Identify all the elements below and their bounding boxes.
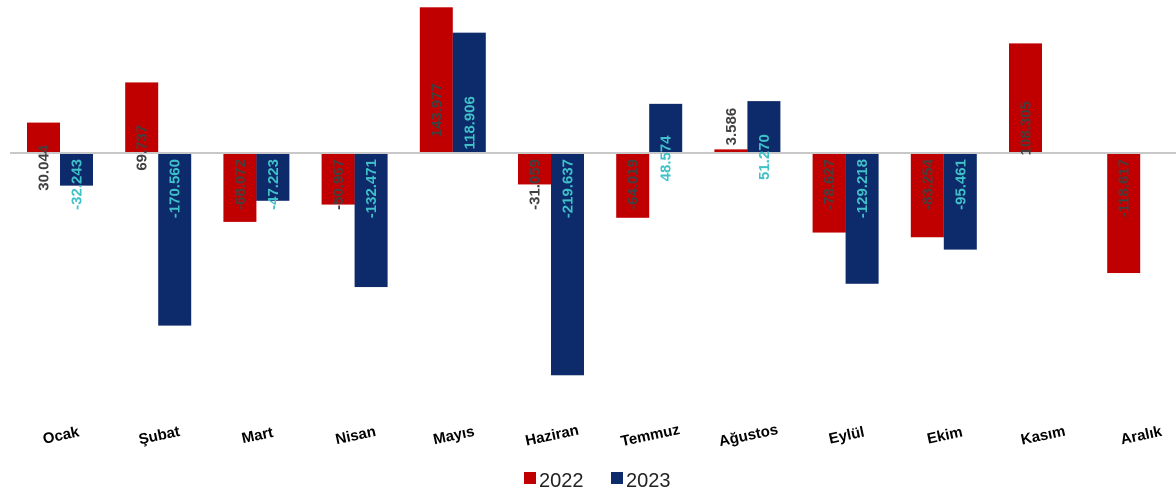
category-label-aral-k: Aralık <box>1119 423 1164 448</box>
data-label-2022-aral-k: -118.617 <box>1116 159 1133 217</box>
data-label-2023-mart: -47.223 <box>265 159 282 210</box>
category-label-temmuz: Temmuz <box>619 421 681 450</box>
bar-2023-may-s <box>452 32 486 153</box>
bar-2023-temmuz <box>649 103 683 153</box>
bar-2022-may-s <box>419 7 453 154</box>
data-label-2022-a-ustos: 3.586 <box>723 108 740 146</box>
data-label-2022-mart: -68.072 <box>232 159 249 210</box>
bar-2022-mart <box>223 153 257 222</box>
bar-2022-eyl-l <box>812 153 846 233</box>
bar-2022--ubat <box>125 82 159 153</box>
legend: 2022 2023 <box>524 470 671 491</box>
bar-2022-kas-m <box>1009 43 1042 153</box>
bar-2022-a-ustos <box>714 149 748 153</box>
category-label-nisan: Nisan <box>334 423 378 448</box>
category-label-may-s: Mayıs <box>432 423 476 448</box>
data-label-2022--ubat: 69.737 <box>134 125 151 171</box>
data-label-2023-temmuz: 48.574 <box>658 135 675 182</box>
data-label-2022-haziran: -31.059 <box>527 159 544 210</box>
category-label-haziran: Haziran <box>524 422 581 450</box>
data-labels-layer: 30.044 -32.243 69.737 -170.560 -68.072 -47.22… <box>36 83 1133 218</box>
bar-2023-ocak <box>60 153 93 186</box>
bar-2023-eyl-l <box>845 153 879 284</box>
data-label-2023-may-s: 118.906 <box>461 96 478 149</box>
category-label-eyl-l: Eylül <box>827 424 866 448</box>
category-label-kas-m: Kasım <box>1019 423 1067 449</box>
bar-2022-aral-k <box>1107 153 1141 274</box>
data-label-2022-temmuz: -64.019 <box>625 159 642 210</box>
legend-swatch-2023 <box>611 472 623 484</box>
bar-2022-ocak <box>27 122 60 153</box>
legend-label-2022: 2022 <box>539 470 584 491</box>
data-label-2022-may-s: 143.977 <box>428 83 445 137</box>
legend-label-2023: 2023 <box>626 470 671 491</box>
bar-2023-nisan <box>354 153 388 288</box>
category-label--ubat: Şubat <box>137 423 181 448</box>
bar-2022-ekim <box>910 153 944 238</box>
bars-layer <box>27 7 1141 376</box>
bar-2022-nisan <box>321 153 355 205</box>
data-label-2022-nisan: -50.967 <box>330 159 347 210</box>
bar-2022-temmuz <box>616 153 650 218</box>
category-labels-layer: Ocak Şubat Mart Nisan Mayıs Haziran Temmuz Ağus… <box>41 421 1164 450</box>
data-label-2023-nisan: -132.471 <box>363 159 380 218</box>
bar-2023-a-ustos <box>747 101 781 153</box>
data-label-2023-ekim: -95.461 <box>952 159 969 210</box>
category-label-a-ustos: Ağustos <box>717 421 779 450</box>
category-label-ekim: Ekim <box>926 424 965 448</box>
data-label-2022-eyl-l: -78.627 <box>821 159 838 210</box>
bar-2023--ubat <box>158 153 192 326</box>
legend-swatch-2022 <box>524 472 536 484</box>
data-label-2023-haziran: -219.637 <box>560 159 577 218</box>
data-label-2022-kas-m: 108.305 <box>1018 101 1035 155</box>
bar-2022-haziran <box>518 153 551 185</box>
data-label-2023-ocak: -32.243 <box>69 159 86 210</box>
bar-2023-haziran <box>551 153 584 376</box>
bar-2023-ekim <box>943 153 977 250</box>
bar-2023-mart <box>256 153 290 201</box>
data-label-2023--ubat: -170.560 <box>167 159 184 218</box>
data-label-2023-a-ustos: 51.270 <box>756 134 773 180</box>
data-label-2023-eyl-l: -129.218 <box>854 159 871 218</box>
data-label-2022-ekim: -83.254 <box>919 158 936 210</box>
category-label-mart: Mart <box>240 424 275 447</box>
category-label-ocak: Ocak <box>41 423 81 447</box>
data-label-2022-ocak: 30.044 <box>36 144 53 191</box>
